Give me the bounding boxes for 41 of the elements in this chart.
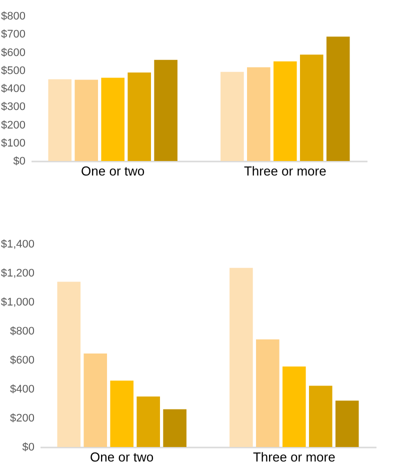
bar xyxy=(335,400,359,447)
bar xyxy=(282,366,306,447)
bar xyxy=(308,386,332,447)
y-tick-label: $800 xyxy=(1,10,26,22)
bar xyxy=(163,409,186,447)
x-tick-label: One or two xyxy=(81,164,145,178)
y-tick-label: $0 xyxy=(22,442,34,454)
y-tick-label: $800 xyxy=(10,326,34,338)
bar xyxy=(57,282,81,447)
bar xyxy=(274,61,297,161)
bar xyxy=(101,78,124,161)
bar xyxy=(256,339,280,447)
bar xyxy=(48,79,72,161)
bar xyxy=(84,353,108,447)
bar xyxy=(220,72,244,161)
y-tick-label: $300 xyxy=(1,101,26,114)
y-tick-label: $200 xyxy=(1,119,26,132)
y-tick-label: $1,000 xyxy=(0,296,34,308)
bar xyxy=(110,380,134,447)
x-tick-label: Three or more xyxy=(252,450,336,464)
y-tick-label: $400 xyxy=(10,384,34,396)
x-tick-label: One or two xyxy=(90,450,154,464)
bar xyxy=(230,268,253,447)
y-tick-label: $600 xyxy=(1,46,26,59)
y-tick-label: $600 xyxy=(10,354,34,366)
y-tick-label: $1,400 xyxy=(0,238,34,250)
bar xyxy=(300,54,324,161)
x-tick-label: Three or more xyxy=(244,164,326,178)
y-tick-label: $500 xyxy=(1,64,26,77)
bar xyxy=(247,67,270,161)
y-tick-label: $700 xyxy=(1,28,26,41)
bar xyxy=(128,72,151,161)
bar xyxy=(326,36,350,161)
y-tick-label: $400 xyxy=(1,83,26,95)
y-tick-label: $0 xyxy=(13,156,26,168)
bar xyxy=(136,396,160,447)
y-tick-label: $1,200 xyxy=(0,268,34,280)
bar xyxy=(74,80,98,161)
y-tick-label: $200 xyxy=(10,412,34,424)
bar xyxy=(154,60,178,161)
y-tick-label: $100 xyxy=(1,137,26,150)
